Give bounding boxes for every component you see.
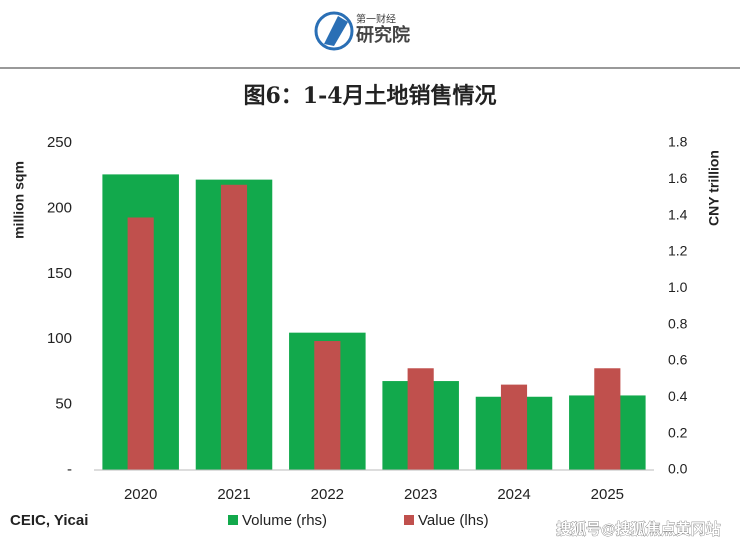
legend-swatch	[228, 515, 238, 525]
y2-tick-label: 0.0	[668, 461, 688, 477]
bar	[594, 368, 621, 470]
y-tick-label: 100	[47, 330, 72, 347]
y-tick-label: 150	[47, 265, 72, 282]
bar	[127, 217, 154, 470]
y2-tick-label: 0.4	[668, 388, 688, 404]
y2-tick-label: 0.6	[668, 352, 688, 368]
logo-subtitle: 研究院	[356, 24, 410, 45]
logo-ring	[314, 11, 354, 51]
legend-label: Value (lhs)	[418, 512, 489, 529]
x-tick-label: 2020	[124, 486, 157, 503]
bar	[500, 384, 528, 470]
x-tick-label: 2024	[497, 486, 530, 503]
logo: 第一财经 研究院	[314, 11, 410, 51]
y-tick-label: 250	[47, 134, 72, 151]
y-axis-title: million sqm	[11, 161, 27, 239]
legend-label: Volume (rhs)	[242, 512, 327, 529]
y2-tick-label: 0.2	[668, 424, 688, 440]
y2-tick-label: 1.2	[668, 243, 688, 259]
bar	[314, 341, 341, 470]
y-tick-label: -	[67, 461, 72, 478]
y2-tick-label: 1.4	[668, 206, 688, 222]
x-tick-label: 2022	[311, 486, 344, 503]
y2-axis-title: CNY trillion	[706, 150, 722, 226]
y-tick-label: 200	[47, 199, 72, 216]
x-tick-label: 2025	[591, 486, 624, 503]
y-tick-label: 50	[55, 396, 72, 413]
logo-text: 第一财经	[356, 13, 396, 26]
logo-mark	[324, 16, 348, 46]
y2-tick-label: 1.0	[668, 279, 688, 295]
x-tick-label: 2021	[217, 486, 250, 503]
legend-swatch	[404, 515, 414, 525]
y2-tick-label: 1.6	[668, 170, 688, 186]
watermark: 搜狐号@搜狐焦点黄冈站	[556, 520, 721, 538]
x-tick-label: 2023	[404, 486, 437, 503]
chart-title: 图6：1-4月土地销售情况	[243, 83, 496, 109]
bar	[407, 368, 434, 470]
y2-tick-label: 0.8	[668, 315, 688, 331]
bar	[220, 184, 248, 471]
source: CEIC, Yicai	[10, 512, 88, 529]
y2-tick-label: 1.8	[668, 134, 688, 150]
